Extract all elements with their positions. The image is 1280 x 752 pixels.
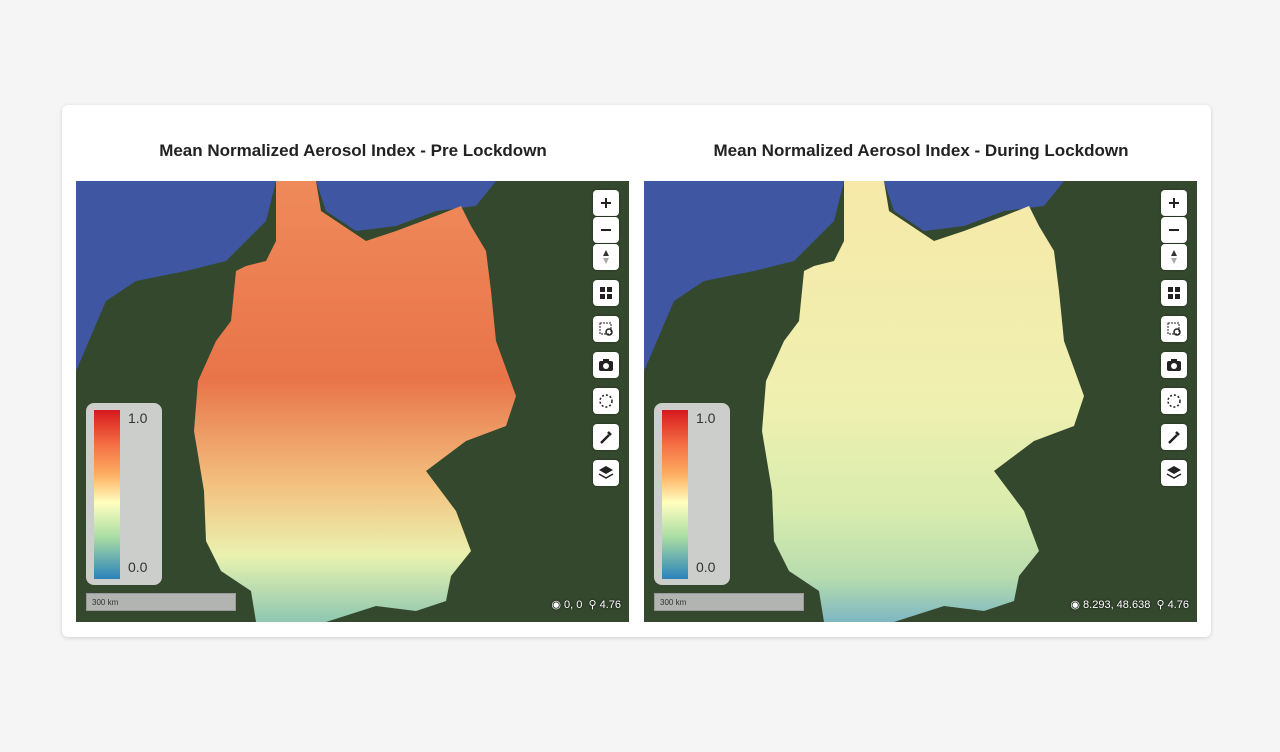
coordinates: 8.293, 48.638 bbox=[1083, 599, 1151, 611]
legend-max: 1.0 bbox=[128, 410, 148, 426]
map-canvas bbox=[644, 181, 1197, 622]
sea bbox=[76, 181, 276, 371]
coordinates: 0, 0 bbox=[563, 599, 583, 611]
icon bbox=[600, 287, 612, 299]
zoom-level: 4.76 bbox=[599, 599, 621, 611]
minus-button[interactable] bbox=[1161, 217, 1187, 243]
grid-button[interactable] bbox=[1161, 280, 1187, 306]
aerosol-layer bbox=[762, 181, 1084, 622]
icon bbox=[1167, 322, 1181, 336]
legend-min: 0.0 bbox=[128, 559, 148, 575]
legend-max: 1.0 bbox=[696, 410, 716, 426]
icon bbox=[1168, 431, 1180, 444]
icon bbox=[1166, 466, 1182, 479]
icon bbox=[603, 250, 609, 264]
pick-button[interactable] bbox=[1161, 424, 1187, 450]
sea bbox=[316, 181, 496, 231]
map[interactable]: 1.0 0.0 300 km ◉ 8.293, 48.638 ⚲ 4.76 bbox=[644, 181, 1197, 622]
status: ◉ 0, 0 ⚲ 4.76 bbox=[551, 599, 621, 611]
zoom-button[interactable] bbox=[593, 316, 619, 342]
status: ◉ 8.293, 48.638 ⚲ 4.76 bbox=[1070, 599, 1189, 611]
color-bar bbox=[94, 410, 120, 579]
map[interactable]: 1.0 0.0 300 km ◉ 0, 0 ⚲ 4.76 bbox=[76, 181, 629, 622]
color-bar bbox=[662, 410, 688, 579]
cam-button[interactable] bbox=[1161, 352, 1187, 378]
icon bbox=[1171, 250, 1177, 264]
legend: 1.0 0.0 bbox=[86, 403, 162, 585]
icon bbox=[1168, 287, 1180, 299]
icon bbox=[599, 394, 613, 408]
icon bbox=[599, 322, 613, 336]
circ-button[interactable] bbox=[593, 388, 619, 414]
sea bbox=[644, 181, 844, 371]
zoom-button[interactable] bbox=[1161, 316, 1187, 342]
zoom-level: 4.76 bbox=[1167, 599, 1189, 611]
layers-button[interactable] bbox=[593, 460, 619, 486]
legend: 1.0 0.0 bbox=[654, 403, 730, 585]
plus-button[interactable] bbox=[1161, 190, 1187, 216]
icon bbox=[601, 229, 611, 231]
panel-title: Mean Normalized Aerosol Index - Pre Lock… bbox=[159, 141, 547, 160]
icon bbox=[1167, 359, 1181, 371]
legend-min: 0.0 bbox=[696, 559, 716, 575]
icon bbox=[1167, 394, 1181, 408]
circ-button[interactable] bbox=[1161, 388, 1187, 414]
icon bbox=[601, 198, 611, 208]
aerosol-layer bbox=[194, 181, 516, 622]
minus-button[interactable] bbox=[593, 217, 619, 243]
north-button[interactable] bbox=[1161, 244, 1187, 270]
panel-title: Mean Normalized Aerosol Index - During L… bbox=[713, 141, 1129, 160]
north-button[interactable] bbox=[593, 244, 619, 270]
layers-button[interactable] bbox=[1161, 460, 1187, 486]
scale-bar: 300 km bbox=[86, 593, 236, 611]
map-canvas bbox=[76, 181, 629, 622]
grid-button[interactable] bbox=[593, 280, 619, 306]
plus-button[interactable] bbox=[593, 190, 619, 216]
scale-bar: 300 km bbox=[654, 593, 804, 611]
card: Mean Normalized Aerosol Index - Pre Lock… bbox=[62, 105, 1211, 637]
pick-button[interactable] bbox=[593, 424, 619, 450]
icon bbox=[600, 431, 612, 444]
icon bbox=[598, 466, 614, 479]
cam-button[interactable] bbox=[593, 352, 619, 378]
sea bbox=[884, 181, 1064, 231]
icon bbox=[1169, 198, 1179, 208]
icon bbox=[1169, 229, 1179, 231]
icon bbox=[599, 359, 613, 371]
